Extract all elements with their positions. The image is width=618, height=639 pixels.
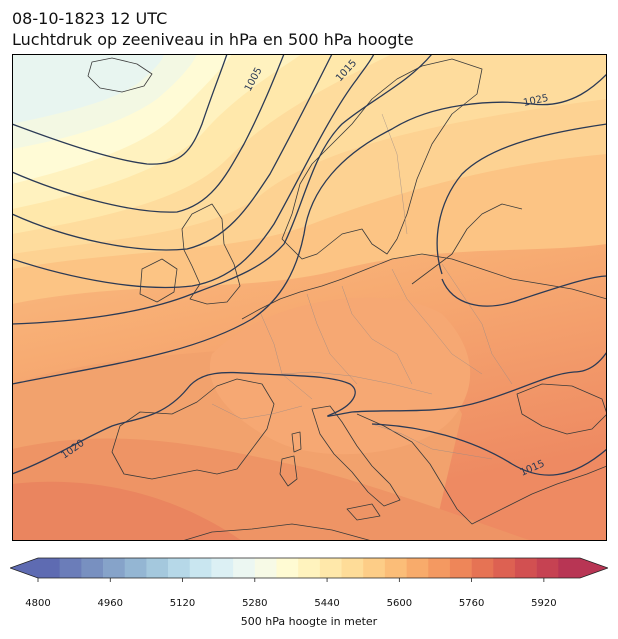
isobar — [436, 123, 607, 275]
colorbar-cell — [233, 558, 256, 578]
isobar — [12, 73, 607, 385]
isobar — [12, 54, 375, 289]
colorbar-tick-label: 5600 — [386, 598, 413, 609]
border — [211, 403, 303, 420]
sardinia-coast — [279, 455, 298, 487]
map-datetime: 08-10-1823 12 UTC — [12, 9, 168, 28]
britain-coast — [181, 203, 241, 305]
colorbar-cell — [276, 558, 299, 578]
colorbar-cell — [211, 558, 234, 578]
corsica-coast — [291, 431, 302, 453]
height-band — [12, 54, 164, 124]
colorbar-cell — [536, 558, 559, 578]
balkans-coast — [356, 413, 607, 525]
scandinavia-coast — [281, 58, 483, 260]
colorbar-cell — [428, 558, 451, 578]
border — [381, 113, 408, 235]
colorbar-tick-label: 5440 — [314, 598, 340, 609]
iberia-coast — [111, 378, 275, 480]
colorbar-ticks — [37, 578, 545, 582]
colorbar-cell — [406, 558, 429, 578]
isobar — [12, 351, 607, 475]
colorbar-cell — [363, 558, 386, 578]
colorbar-cell — [81, 558, 104, 578]
colorbar-cell — [341, 558, 364, 578]
continent-coast — [241, 253, 607, 320]
isobar — [12, 54, 228, 165]
weather-map: 1005 1015 1025 1020 1015 — [12, 54, 607, 541]
colorbar-label: 500 hPa hoogte in meter — [240, 615, 378, 628]
border — [341, 285, 413, 385]
height-band — [209, 297, 471, 455]
colorbar-cell — [103, 558, 126, 578]
baltic-coast — [411, 203, 523, 285]
colorbar-cell — [146, 558, 169, 578]
border — [259, 311, 313, 400]
colorbar-tick-label: 4800 — [25, 598, 51, 609]
colorbar-tick-label: 5920 — [531, 598, 557, 609]
colorbar — [10, 557, 608, 582]
colorbar-extend-low — [10, 558, 38, 578]
height-band — [12, 481, 242, 541]
italy-coast — [311, 405, 401, 507]
colorbar-tick-label: 4960 — [97, 598, 123, 609]
colorbar-cell — [168, 558, 191, 578]
isobar — [12, 54, 333, 251]
iceland-coast — [87, 57, 153, 93]
colorbar-cell — [38, 558, 60, 578]
colorbar-tick-label: 5760 — [458, 598, 485, 609]
africa-coast — [181, 523, 373, 541]
colorbar-extend-high — [580, 558, 608, 578]
isobar — [12, 54, 433, 325]
border — [306, 293, 358, 385]
border — [391, 268, 483, 375]
colorbar-tick-label: 5280 — [242, 598, 268, 609]
isobar — [441, 275, 607, 307]
colorbar-cells — [38, 558, 581, 578]
colorbar-cell — [189, 558, 212, 578]
border — [281, 371, 433, 395]
colorbar-cell — [384, 558, 407, 578]
colorbar-cell — [254, 558, 277, 578]
coastlines — [87, 57, 607, 541]
isobars — [12, 54, 607, 476]
colorbar-cell — [449, 558, 472, 578]
black-sea-coast — [516, 383, 607, 435]
colorbar-cell — [493, 558, 516, 578]
isobar — [371, 423, 607, 476]
colorbar-cell — [298, 558, 321, 578]
colorbar-cell — [558, 558, 581, 578]
colorbar-cell — [471, 558, 494, 578]
map-frame — [12, 54, 607, 541]
ireland-coast — [139, 258, 178, 303]
colorbar-cell — [514, 558, 537, 578]
country-borders — [211, 113, 513, 460]
isobar — [12, 54, 285, 213]
sicily-coast — [346, 503, 381, 521]
map-title: Luchtdruk op zeeniveau in hPa en 500 hPa… — [12, 30, 414, 49]
colorbar-cell — [59, 558, 82, 578]
colorbar-cell — [319, 558, 342, 578]
colorbar-cell — [124, 558, 147, 578]
isobar-label-1025: 1025 — [522, 93, 549, 109]
border — [371, 423, 493, 460]
colorbar-tick-label: 5120 — [169, 598, 196, 609]
border — [441, 263, 513, 385]
